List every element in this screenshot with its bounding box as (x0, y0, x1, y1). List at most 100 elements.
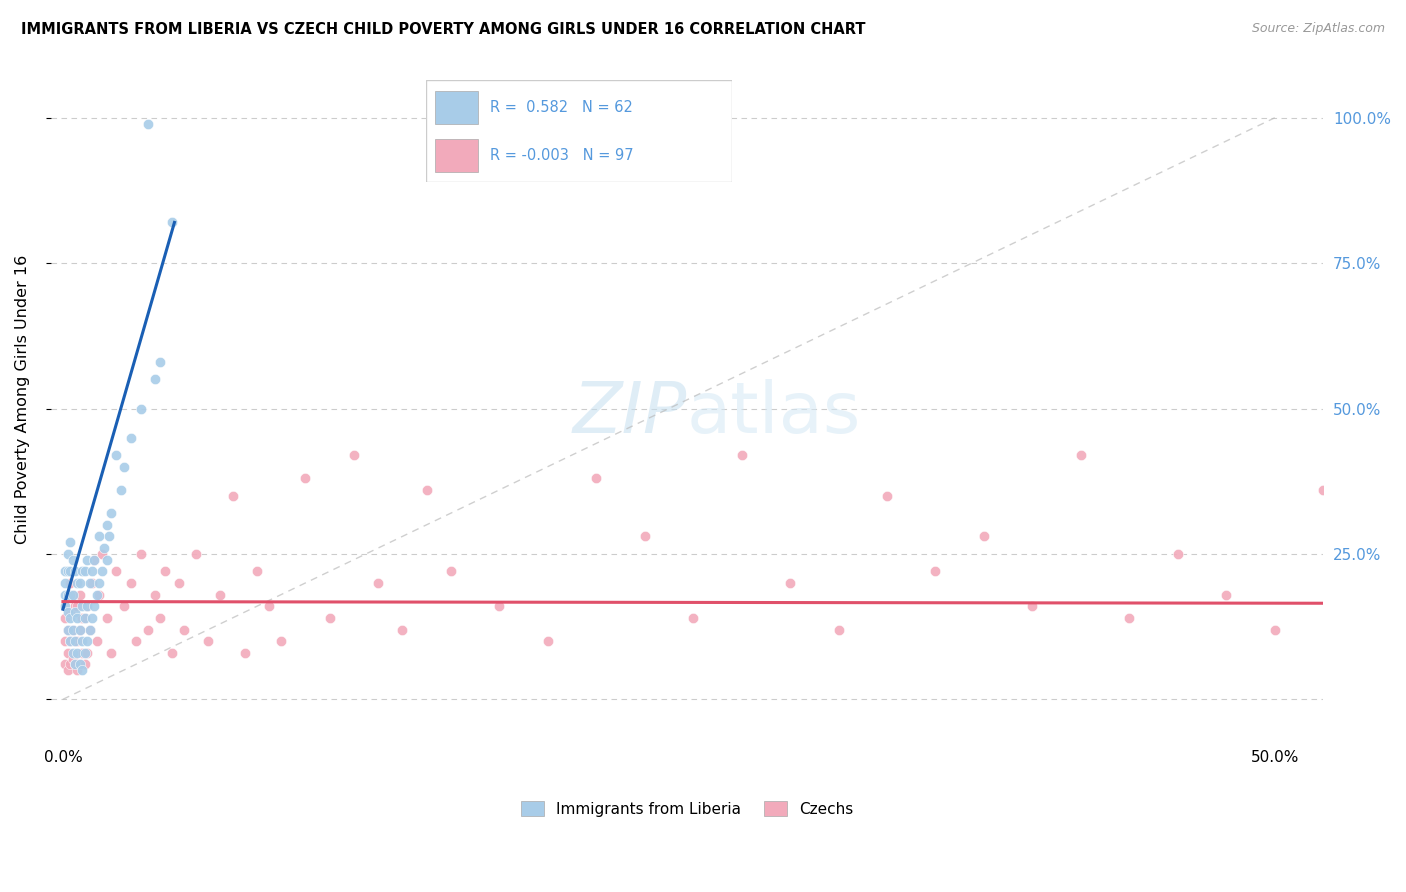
Point (53, 599, 76, 614)
Point (62, 553, 84, 567)
Point (153, 565, 176, 579)
Point (83, 553, 105, 567)
Point (56, 547, 79, 561)
Point (149, 355, 172, 369)
Point (112, 459, 135, 474)
Point (160, 646, 183, 660)
Point (93, 541, 115, 555)
Point (66, 663, 89, 677)
Text: Source: ZipAtlas.com: Source: ZipAtlas.com (1251, 22, 1385, 36)
Point (53, 611, 76, 625)
Point (63, 599, 86, 614)
Point (59, 634, 82, 648)
Point (56, 663, 79, 677)
Point (136, 623, 159, 637)
Point (1264, 623, 1286, 637)
Point (730, 448, 752, 462)
Point (72, 611, 94, 625)
Point (257, 599, 280, 614)
Point (56, 565, 79, 579)
Point (72, 634, 94, 648)
Point (682, 611, 704, 625)
Point (143, 372, 166, 386)
Point (62, 623, 84, 637)
Point (69, 623, 91, 637)
Point (110, 483, 132, 497)
Point (1215, 588, 1237, 602)
Point (73, 565, 96, 579)
Point (62, 623, 84, 637)
Point (197, 634, 219, 648)
Point (89, 529, 111, 543)
Point (63, 634, 86, 648)
Point (59, 634, 82, 648)
Point (169, 576, 191, 591)
Point (53, 657, 76, 672)
Point (76, 599, 98, 614)
Text: IMMIGRANTS FROM LIBERIA VS CZECH CHILD POVERTY AMONG GIRLS UNDER 16 CORRELATION : IMMIGRANTS FROM LIBERIA VS CZECH CHILD P… (21, 22, 866, 37)
Point (63, 657, 86, 672)
Point (96, 517, 118, 532)
Point (79, 623, 101, 637)
Point (1021, 599, 1043, 614)
Point (89, 588, 111, 602)
Text: ZIP: ZIP (572, 379, 688, 448)
Point (59, 576, 82, 591)
Point (391, 623, 413, 637)
Point (69, 623, 91, 637)
Point (86, 588, 108, 602)
Point (585, 471, 607, 485)
Point (79, 623, 101, 637)
Point (90, 547, 112, 561)
Point (233, 646, 256, 660)
Point (63, 634, 86, 648)
Point (367, 576, 389, 591)
Point (62, 646, 84, 660)
Point (66, 576, 89, 591)
Point (83, 599, 105, 614)
Point (53, 588, 76, 602)
Point (66, 611, 89, 625)
Point (186, 547, 208, 561)
Point (129, 547, 152, 561)
Point (73, 611, 96, 625)
Point (76, 634, 98, 648)
Point (66, 634, 89, 648)
Point (62, 588, 84, 602)
Point (209, 588, 232, 602)
Point (69, 657, 91, 672)
Point (72, 663, 94, 677)
Point (112, 599, 135, 614)
Point (73, 657, 96, 672)
Point (1167, 547, 1189, 561)
Point (318, 611, 340, 625)
Point (221, 489, 243, 503)
Point (63, 565, 86, 579)
Point (294, 471, 316, 485)
Point (56, 588, 79, 602)
Point (124, 634, 146, 648)
Point (56, 623, 79, 637)
Point (56, 588, 79, 602)
Point (66, 646, 89, 660)
Point (149, 611, 172, 625)
Point (98, 529, 121, 543)
Point (72, 565, 94, 579)
Point (79, 576, 101, 591)
Point (633, 529, 655, 543)
Legend: Immigrants from Liberia, Czechs: Immigrants from Liberia, Czechs (515, 796, 859, 823)
Point (76, 553, 98, 567)
Point (59, 657, 82, 672)
Point (62, 588, 84, 602)
Point (173, 623, 195, 637)
Text: atlas: atlas (688, 379, 862, 448)
Point (1312, 483, 1334, 497)
Point (246, 565, 269, 579)
Point (62, 651, 84, 665)
Point (105, 565, 128, 579)
Point (59, 611, 82, 625)
Point (120, 576, 142, 591)
Point (876, 489, 898, 503)
Point (73, 611, 96, 625)
Point (73, 646, 96, 660)
